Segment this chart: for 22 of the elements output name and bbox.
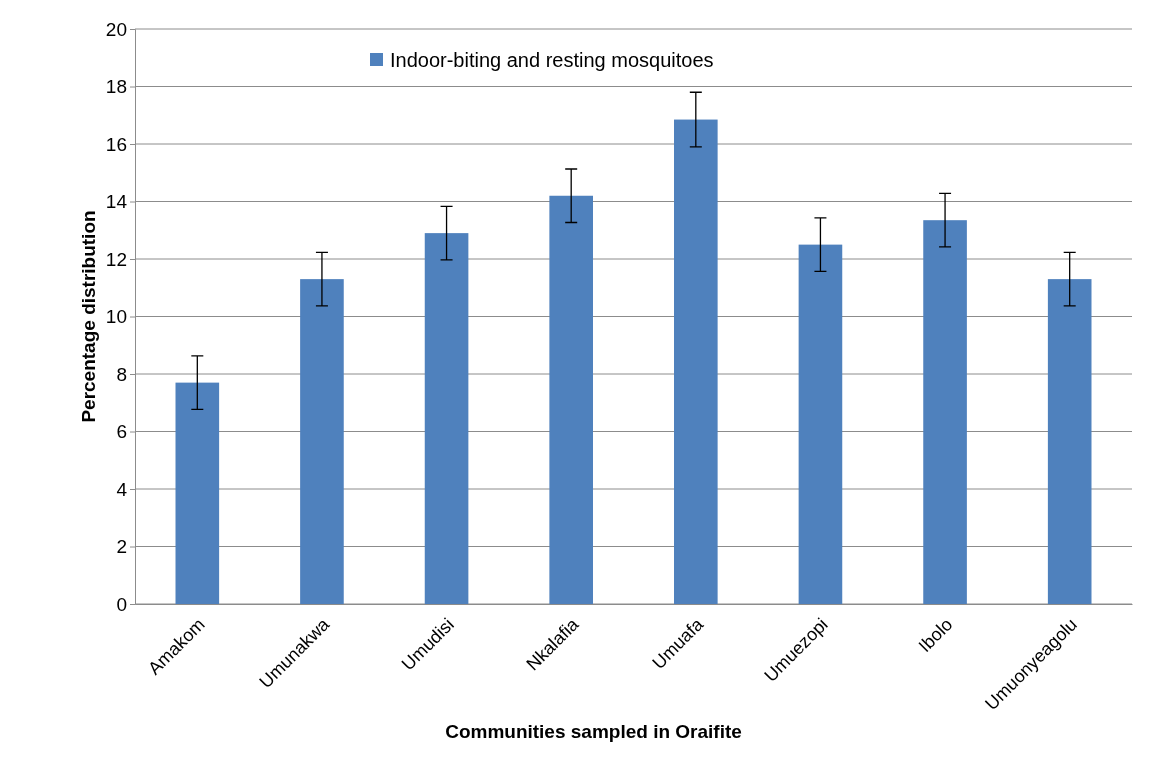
- y-tick-label: 6: [116, 421, 127, 443]
- x-axis-title: Communities sampled in Oraifite: [445, 721, 742, 742]
- y-tick-label: 0: [116, 593, 127, 615]
- bar: [424, 233, 469, 604]
- bar: [674, 119, 718, 604]
- bar: [300, 279, 344, 604]
- y-tick-label: 14: [105, 191, 128, 213]
- bar: [798, 244, 843, 604]
- y-tick-label: 8: [116, 363, 127, 385]
- y-tick-label: 12: [105, 248, 127, 270]
- bar: [1047, 279, 1092, 604]
- y-tick-label: 4: [116, 478, 128, 500]
- y-tick-label: 18: [105, 76, 127, 98]
- y-tick-label: 20: [105, 18, 127, 40]
- bar: [923, 220, 967, 604]
- y-axis-title: Percentage distribution: [78, 210, 99, 423]
- y-tick-label: 2: [116, 536, 127, 558]
- bar: [175, 382, 220, 604]
- y-tick-label: 16: [105, 133, 127, 155]
- y-tick-label: 10: [105, 306, 127, 328]
- bar: [549, 195, 593, 604]
- legend-label: Indoor-biting and resting mosquitoes: [390, 49, 714, 71]
